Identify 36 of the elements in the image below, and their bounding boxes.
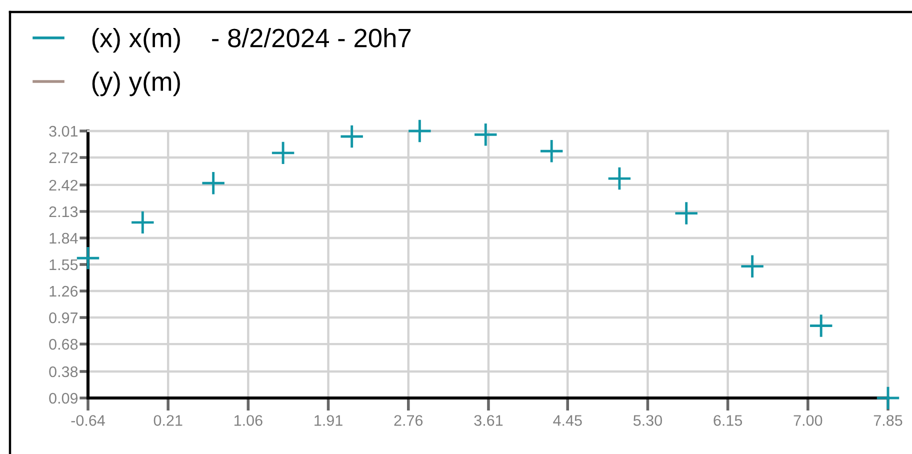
y-tick-label: 1.84 xyxy=(50,232,78,244)
legend-label: (x) x(m) - 8/2/2024 - 20h7 xyxy=(92,28,411,53)
x-tick-label: 6.15 xyxy=(714,415,742,426)
point xyxy=(540,140,563,162)
legend-label: (y) y(m) xyxy=(92,72,180,96)
x-tick-label: 7.85 xyxy=(874,415,902,426)
y-tick-label: 0.68 xyxy=(49,338,78,350)
point xyxy=(340,125,363,148)
x-tick-label: 1.06 xyxy=(234,415,262,426)
x-tick-label: 1.91 xyxy=(314,415,342,426)
point xyxy=(76,246,100,270)
y-tick-label: 1.26 xyxy=(50,286,78,297)
point xyxy=(474,124,497,146)
x-tick-label: 2.76 xyxy=(394,415,423,426)
point xyxy=(202,172,224,194)
y-tick-label: 0.97 xyxy=(49,312,78,324)
x-tick-label: 5.30 xyxy=(633,415,662,426)
y-tick-label: 2.13 xyxy=(49,206,78,218)
x-tick-label: 0.21 xyxy=(154,415,182,426)
y-tick-label: 0.38 xyxy=(49,366,78,378)
point xyxy=(810,314,832,337)
y-tick-label: 0.09 xyxy=(49,392,78,404)
point xyxy=(132,211,154,234)
point xyxy=(608,167,631,190)
point xyxy=(408,120,431,142)
point xyxy=(675,202,698,224)
y-tick-label: 2.42 xyxy=(49,180,78,190)
x-tick-label: 7.00 xyxy=(794,415,822,426)
x-tick-label: 3.61 xyxy=(474,415,503,426)
y-tick-label: 3.01 xyxy=(49,126,78,137)
y-tick-label: 1.55 xyxy=(50,260,78,270)
x-tick-label: -0.64 xyxy=(71,415,105,426)
y-tick-label: 2.72 xyxy=(49,152,78,164)
point xyxy=(272,142,294,164)
x-tick-label: 4.45 xyxy=(553,415,582,426)
point xyxy=(741,255,764,278)
